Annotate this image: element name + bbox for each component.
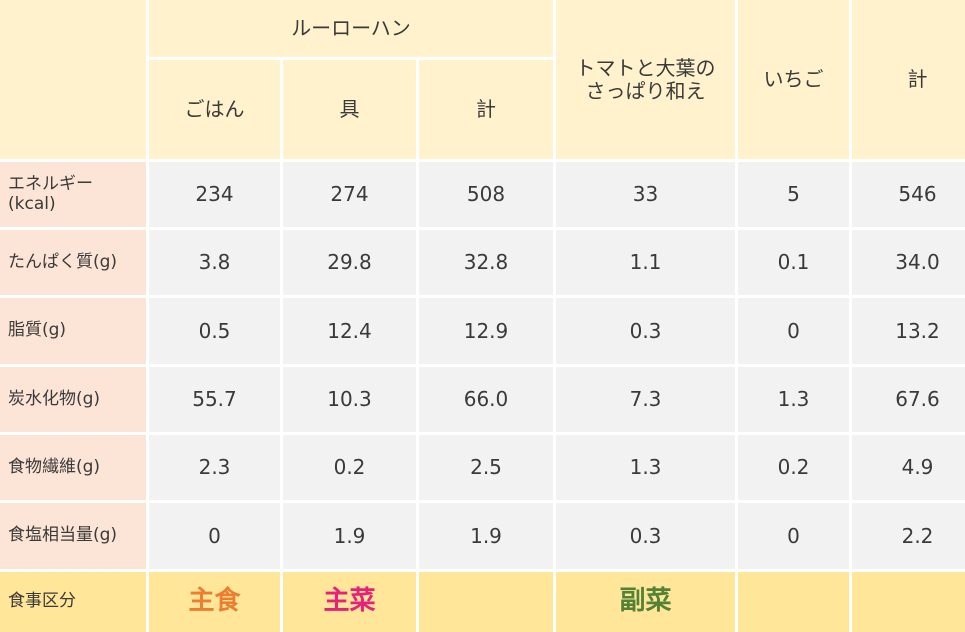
meal-category-label: 食事区分 — [0, 572, 146, 632]
meal-category-cell: 主食 — [149, 572, 280, 632]
table-cell: 0.3 — [556, 503, 735, 569]
table-cell: 0 — [738, 503, 849, 569]
row-label: 脂質(g) — [0, 298, 146, 364]
table-cell: 0.5 — [149, 298, 280, 364]
row-label: 食物繊維(g) — [0, 435, 146, 500]
table-cell: 29.8 — [283, 230, 416, 295]
table-cell: 1.9 — [283, 503, 416, 569]
dish2-header: トマトと大葉の さっぱり和え — [556, 0, 735, 159]
table-cell: 0.2 — [738, 435, 849, 500]
table-cell: 55.7 — [149, 367, 280, 432]
table-cell: 7.3 — [556, 367, 735, 432]
table-cell: 4.9 — [852, 435, 965, 500]
table-cell: 2.3 — [149, 435, 280, 500]
table-cell: 1.1 — [556, 230, 735, 295]
row-label: 炭水化物(g) — [0, 367, 146, 432]
table-cell: 1.9 — [419, 503, 553, 569]
row-label: エネルギー (kcal) — [0, 162, 146, 227]
meal-category-cell — [738, 572, 849, 632]
subheader-rice: ごはん — [149, 60, 280, 159]
meal-category-cell: 主菜 — [283, 572, 416, 632]
table-cell: 0 — [738, 298, 849, 364]
table-cell: 0 — [149, 503, 280, 569]
table-cell: 0.1 — [738, 230, 849, 295]
table-cell: 546 — [852, 162, 965, 227]
table-cell: 13.2 — [852, 298, 965, 364]
dish-group-header: ルーローハン — [149, 0, 553, 57]
total-header: 計 — [852, 0, 965, 159]
meal-category-cell: 副菜 — [556, 572, 735, 632]
table-cell: 1.3 — [738, 367, 849, 432]
table-cell: 32.8 — [419, 230, 553, 295]
table-cell: 508 — [419, 162, 553, 227]
row-label: 食塩相当量(g) — [0, 503, 146, 569]
table-cell: 5 — [738, 162, 849, 227]
subheader-topping: 具 — [283, 60, 416, 159]
meal-category-cell — [852, 572, 965, 632]
table-cell: 12.9 — [419, 298, 553, 364]
table-cell: 12.4 — [283, 298, 416, 364]
table-cell: 10.3 — [283, 367, 416, 432]
dish3-header: いちご — [738, 0, 849, 159]
meal-category-cell — [419, 572, 553, 632]
table-cell: 2.2 — [852, 503, 965, 569]
row-label: たんぱく質(g) — [0, 230, 146, 295]
table-cell: 66.0 — [419, 367, 553, 432]
table-cell: 0.3 — [556, 298, 735, 364]
table-cell: 2.5 — [419, 435, 553, 500]
table-cell: 1.3 — [556, 435, 735, 500]
subheader-subtotal: 計 — [419, 60, 553, 159]
table-cell: 3.8 — [149, 230, 280, 295]
table-cell: 274 — [283, 162, 416, 227]
table-cell: 234 — [149, 162, 280, 227]
corner-cell — [0, 0, 146, 159]
table-cell: 34.0 — [852, 230, 965, 295]
table-cell: 67.6 — [852, 367, 965, 432]
table-cell: 0.2 — [283, 435, 416, 500]
table-cell: 33 — [556, 162, 735, 227]
